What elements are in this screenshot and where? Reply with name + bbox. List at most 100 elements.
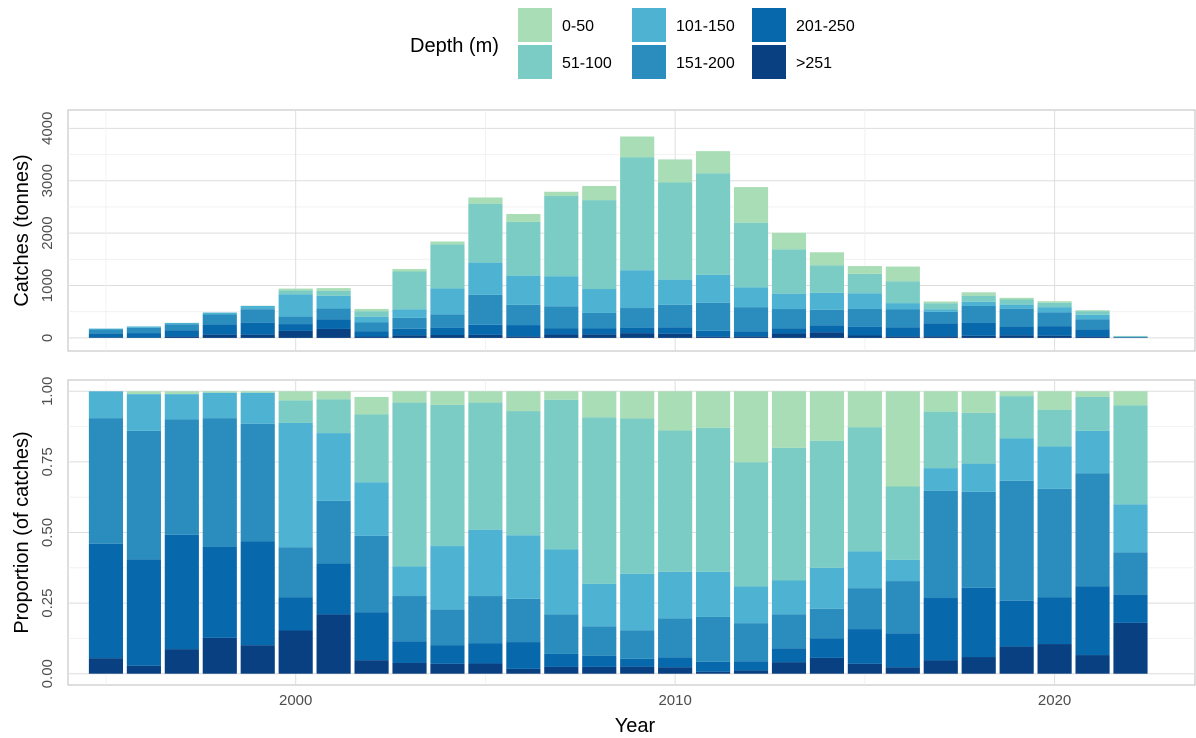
proportion-bar-2006->251 bbox=[506, 668, 541, 674]
catches-bar-2017-101-150 bbox=[923, 309, 958, 312]
proportion-bar-2002-201-250 bbox=[354, 612, 389, 661]
proportion-bar-2010-201-250 bbox=[658, 657, 693, 668]
catches-bar-1996-151-200 bbox=[126, 327, 161, 334]
proportion-bar-2021->251 bbox=[1075, 655, 1110, 674]
proportion-bar-2014-51-100 bbox=[809, 440, 844, 568]
proportion-y-tick-label: 1.00 bbox=[39, 377, 56, 406]
proportion-y-axis-title: Proportion (of catches) bbox=[11, 431, 33, 633]
proportion-bars bbox=[88, 391, 1148, 674]
proportion-bar-2009-101-150 bbox=[620, 573, 655, 631]
legend: Depth (m) 0-50 51-100 101-150 151-200 201-25… bbox=[410, 8, 855, 79]
proportion-bar-2004-0-50 bbox=[430, 391, 465, 405]
catches-bar-2018->251 bbox=[961, 335, 996, 338]
catches-y-tick-label: 0 bbox=[39, 334, 56, 342]
catches-bar-2008-0-50 bbox=[582, 185, 617, 201]
catches-bar-2021-201-250 bbox=[1075, 329, 1110, 337]
proportion-bar-2004-101-150 bbox=[430, 546, 465, 610]
catches-bar-2018-101-150 bbox=[961, 301, 996, 306]
legend-label-1: 0-50 bbox=[562, 18, 594, 35]
proportion-y-ticks: 0.00 0.25 0.50 0.75 1.00 bbox=[39, 377, 56, 689]
catches-bar-2015-201-250 bbox=[847, 326, 882, 336]
proportion-bar-2003->251 bbox=[392, 662, 427, 674]
proportion-bar-1999-201-250 bbox=[240, 541, 275, 646]
catches-bar-2014->251 bbox=[809, 332, 844, 338]
catches-bar-1997-101-150 bbox=[164, 322, 199, 325]
proportion-bar-2019-101-150 bbox=[999, 438, 1034, 481]
catches-bar-1999-201-250 bbox=[240, 322, 275, 335]
proportion-bar-2003-201-250 bbox=[392, 641, 427, 663]
catches-bar-2000-151-200 bbox=[278, 316, 313, 325]
proportion-bar-1997-0-50 bbox=[164, 391, 199, 395]
catches-bar-2001-201-250 bbox=[316, 319, 351, 329]
proportion-bar-2011->251 bbox=[696, 671, 731, 674]
proportion-bar-1998-151-200 bbox=[202, 418, 237, 547]
x-tick-label: 2000 bbox=[279, 692, 312, 709]
catches-bar-2018-201-250 bbox=[961, 322, 996, 336]
proportion-bar-2018-201-250 bbox=[961, 587, 996, 658]
catches-bar-2005-51-100 bbox=[468, 203, 503, 263]
catches-bar-2010-201-250 bbox=[658, 327, 693, 334]
catches-bar-2020-0-50 bbox=[1037, 301, 1072, 303]
proportion-bar-1997-151-200 bbox=[164, 419, 199, 535]
proportion-bar-2003-0-50 bbox=[392, 391, 427, 403]
year-x-ticks: 2000 2010 2020 bbox=[279, 692, 1071, 709]
proportion-bar-2012-51-100 bbox=[733, 462, 769, 587]
catches-bar-2014-0-50 bbox=[809, 252, 844, 266]
proportion-bar-2022-51-100 bbox=[1113, 405, 1148, 505]
proportion-bar-2022-151-200 bbox=[1113, 552, 1148, 595]
proportion-bar-1996-201-250 bbox=[126, 559, 161, 666]
catches-bar-2002-101-150 bbox=[354, 316, 389, 323]
catches-bar-2012->251 bbox=[733, 336, 769, 338]
legend-swatch-2 bbox=[518, 45, 552, 79]
catches-bar-2019-51-100 bbox=[999, 299, 1034, 305]
catches-bar-2019-151-200 bbox=[999, 308, 1034, 327]
catches-bar-2011-0-50 bbox=[696, 151, 731, 174]
proportion-bar-2018-0-50 bbox=[961, 391, 996, 413]
proportion-bar-1995-151-200 bbox=[88, 418, 124, 544]
catches-bar-2018-51-100 bbox=[961, 295, 996, 302]
catches-bar-2020-51-100 bbox=[1037, 302, 1072, 308]
proportion-bar-2005-201-250 bbox=[468, 643, 503, 664]
legend-title: Depth (m) bbox=[410, 35, 499, 57]
proportion-bar-2015-51-100 bbox=[847, 427, 882, 552]
proportion-bar-2019-151-200 bbox=[999, 480, 1034, 601]
catches-bar-2002-0-50 bbox=[354, 308, 389, 312]
catches-bar-2014-101-150 bbox=[809, 292, 844, 310]
catches-bar-2000->251 bbox=[278, 330, 313, 338]
proportion-bar-2006-51-100 bbox=[506, 411, 541, 536]
legend-label-3: 101-150 bbox=[676, 18, 735, 35]
catches-bar-2014-51-100 bbox=[809, 265, 844, 293]
proportion-bar-2005->251 bbox=[468, 663, 503, 674]
proportion-bar-2003-101-150 bbox=[392, 566, 427, 597]
catches-bar-2021-51-100 bbox=[1075, 311, 1110, 315]
catches-bar-2000-51-100 bbox=[278, 290, 313, 295]
catches-bar-2017->251 bbox=[923, 336, 958, 338]
catches-bar-2006-101-150 bbox=[506, 275, 541, 305]
catches-bar-2010-0-50 bbox=[658, 159, 693, 183]
catches-bar-2011-51-100 bbox=[696, 173, 731, 275]
proportion-bar-2022->251 bbox=[1113, 622, 1148, 674]
catches-bar-2008-201-250 bbox=[582, 328, 617, 335]
catches-bar-2013-201-250 bbox=[771, 328, 807, 334]
proportion-bar-2010-0-50 bbox=[658, 391, 693, 431]
proportion-bar-2016-0-50 bbox=[885, 391, 920, 487]
catches-bar-2016->251 bbox=[885, 336, 920, 338]
proportion-bar-2012-101-150 bbox=[733, 586, 769, 624]
catches-bar-2015->251 bbox=[847, 335, 882, 338]
proportion-bar-2001-201-250 bbox=[316, 563, 351, 615]
catches-bar-2003-101-150 bbox=[392, 309, 427, 318]
proportion-bar-1999-0-50 bbox=[240, 391, 275, 393]
catches-bar-2015-101-150 bbox=[847, 293, 882, 309]
catches-bar-2003-151-200 bbox=[392, 317, 427, 329]
proportion-bar-2013-101-150 bbox=[771, 580, 807, 615]
proportion-bar-2006-201-250 bbox=[506, 642, 541, 669]
catches-bar-2007-51-100 bbox=[544, 196, 579, 277]
catches-bar-2003->251 bbox=[392, 335, 427, 338]
proportion-bar-1997->251 bbox=[164, 649, 199, 674]
catches-bar-2010-51-100 bbox=[658, 182, 693, 280]
catches-bar-2010-101-150 bbox=[658, 279, 693, 305]
proportion-bar-2021-51-100 bbox=[1075, 396, 1110, 431]
catches-bar-2019-201-250 bbox=[999, 326, 1034, 336]
catches-y-tick-label: 2000 bbox=[39, 216, 56, 249]
